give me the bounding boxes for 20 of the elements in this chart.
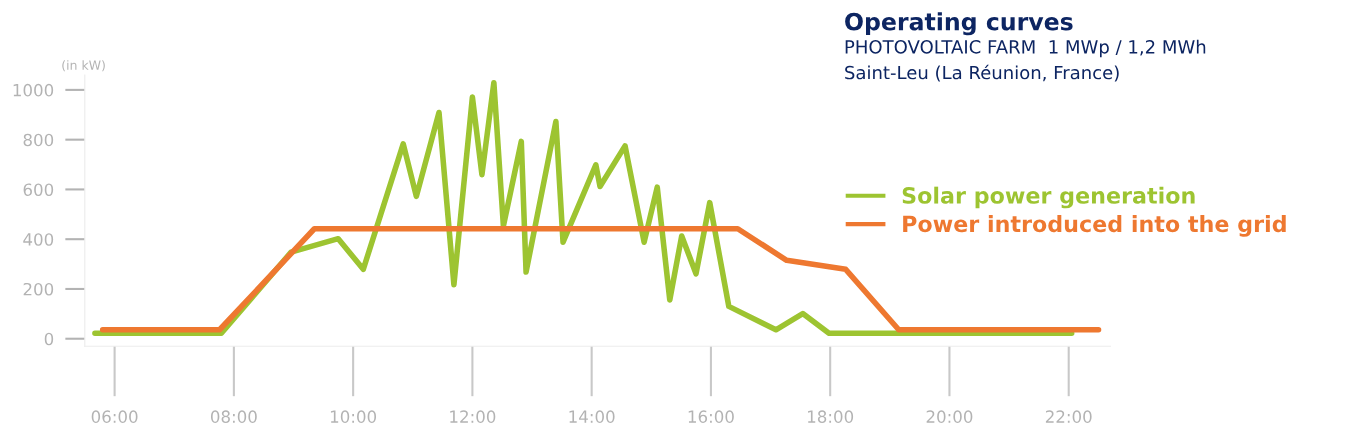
y-tick-label: 400 xyxy=(23,233,54,246)
x-tick-label: 20:00 xyxy=(926,410,973,423)
chart-title: Operating curves xyxy=(845,12,1073,36)
x-tick-label: 08:00 xyxy=(210,410,257,423)
legend-label: Power introduced into the grid xyxy=(903,215,1286,237)
y-tick-label: 600 xyxy=(23,183,54,196)
y-tick-label: 800 xyxy=(23,133,54,147)
x-tick-label: 14:00 xyxy=(569,410,615,423)
x-tick-label: 16:00 xyxy=(688,410,734,423)
y-tick-label: 1000 xyxy=(13,83,54,97)
x-tick-label: 22:00 xyxy=(1045,410,1092,423)
x-tick-label: 18:00 xyxy=(808,410,854,423)
x-tick-label: 10:00 xyxy=(330,410,377,423)
legend-label: Solar power generation xyxy=(902,186,1195,209)
chart-subtitle: PHOTOVOLTAIC FARM 1 MWp / 1,2 MWh Saint-Leu (La Réunion, France) xyxy=(845,39,1206,82)
y-tick-label: 0 xyxy=(44,332,54,346)
x-tick-label: 12:00 xyxy=(450,410,496,423)
x-tick-label: 06:00 xyxy=(91,410,138,423)
y-axis-title: (in kW) xyxy=(62,60,105,72)
y-tick-label: 200 xyxy=(23,282,54,296)
